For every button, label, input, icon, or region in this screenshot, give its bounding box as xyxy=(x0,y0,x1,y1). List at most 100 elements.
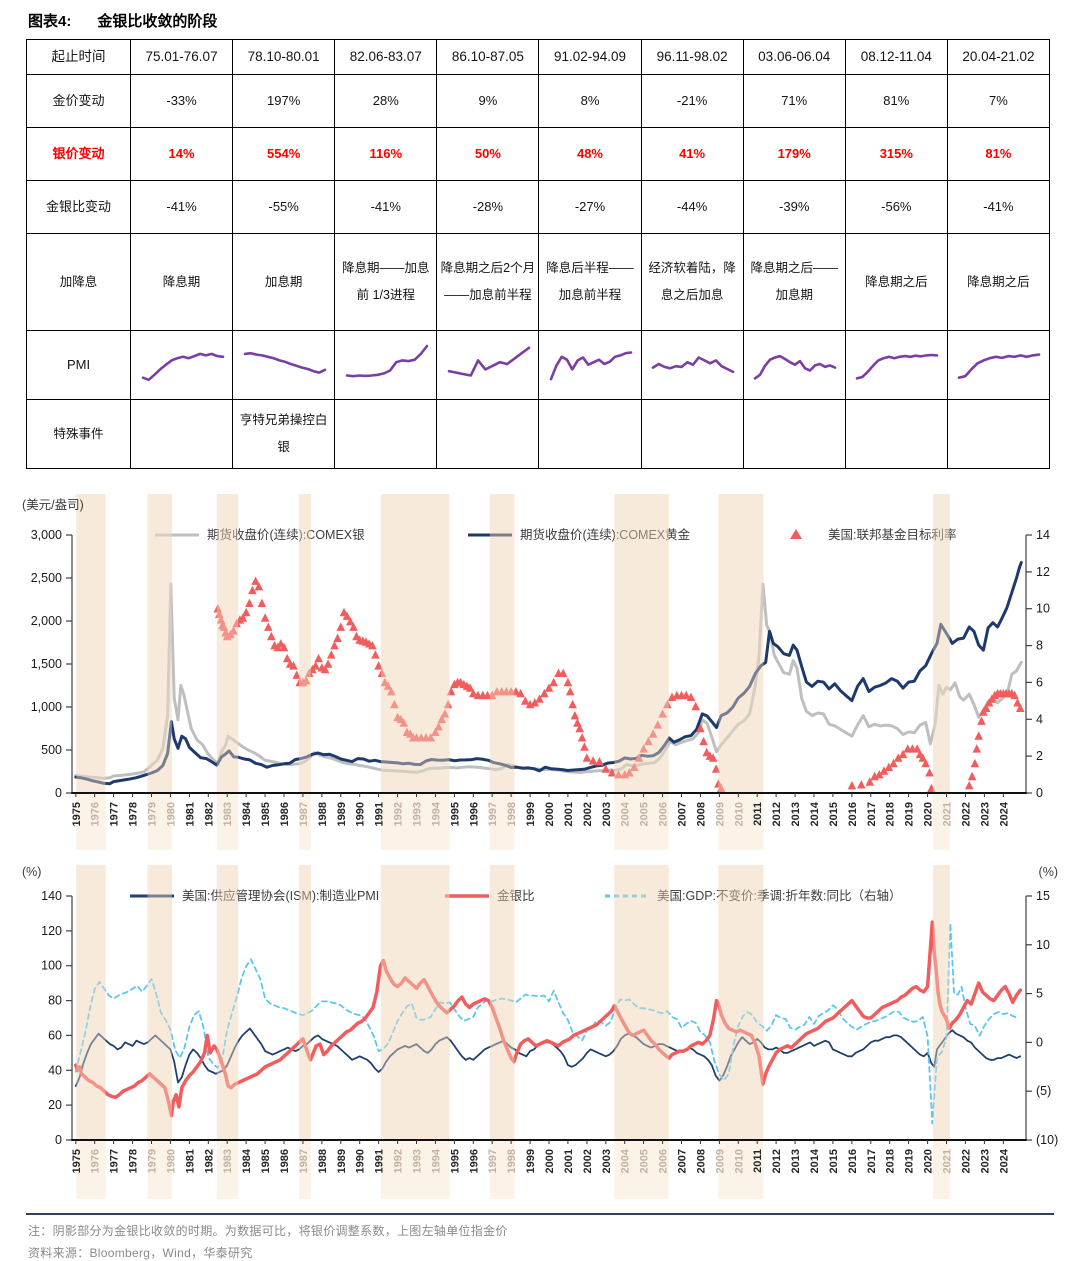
x-axis-year: 2010 xyxy=(733,1149,745,1173)
x-axis-year: 1982 xyxy=(203,802,215,826)
figure-note: 注：阴影部分为金银比收敛的时期。为数据可比，将银价调整系数，上图左轴单位指金价 xyxy=(28,1224,508,1238)
table-cell: -27% xyxy=(538,180,642,234)
x-axis-year: 2020 xyxy=(923,802,935,826)
table-cell: 41% xyxy=(640,127,744,181)
table-cell xyxy=(640,330,744,400)
x-axis-year: 1985 xyxy=(260,802,272,826)
series-comex-gold xyxy=(74,561,1023,786)
table-cell: 降息后半程——加息前半程 xyxy=(538,233,642,331)
x-axis-year: 1976 xyxy=(90,1149,102,1173)
table-cell: -41% xyxy=(129,180,234,234)
x-axis-year: 1979 xyxy=(147,802,159,826)
x-axis-year: 2004 xyxy=(620,801,632,826)
x-axis-year: 1989 xyxy=(336,1149,348,1173)
x-axis-year: 2022 xyxy=(960,1149,972,1173)
legend-label: 金银比 xyxy=(497,888,535,903)
left-axis-tick: 60 xyxy=(48,1028,62,1042)
table-cell: 9% xyxy=(436,74,540,128)
x-axis-year: 2003 xyxy=(601,802,613,826)
table-row: 金价变动 -33% 197% 28% 9% 8% -21% 71% 81% 7% xyxy=(26,74,1051,128)
x-axis-year: 2000 xyxy=(544,802,556,826)
table-cell: 86.10-87.05 xyxy=(436,39,540,75)
legend-label: 期货收盘价(连续):COMEX黄金 xyxy=(520,527,691,542)
x-axis-year: 1981 xyxy=(184,802,196,826)
x-axis-year: 2011 xyxy=(752,802,764,826)
table-cell: -39% xyxy=(742,180,846,234)
row-label: 起止时间 xyxy=(26,39,131,75)
x-axis-year: 2024 xyxy=(998,801,1010,826)
x-axis-year: 2007 xyxy=(677,802,689,826)
x-axis-year: 1999 xyxy=(525,802,537,826)
right-axis-tick: 2 xyxy=(1036,749,1043,763)
x-axis-year: 1996 xyxy=(468,802,480,826)
right-axis-tick: 14 xyxy=(1036,528,1050,542)
left-axis-unit: (美元/盎司) xyxy=(22,498,84,512)
figure-name: 金银比收敛的阶段 xyxy=(97,13,218,30)
right-axis-tick: (10) xyxy=(1036,1133,1058,1147)
table-cell: 50% xyxy=(436,127,540,181)
table-row: 起止时间 75.01-76.07 78.10-80.01 82.06-83.07 86.… xyxy=(26,39,1051,75)
table-cell: 03.06-06.04 xyxy=(742,39,846,75)
table-cell xyxy=(946,399,1051,469)
table-cell xyxy=(538,399,642,469)
x-axis-year: 2008 xyxy=(695,1149,707,1173)
table-cell: 78.10-80.01 xyxy=(232,39,336,75)
left-axis-tick: 100 xyxy=(41,959,62,973)
left-axis-tick: 1,000 xyxy=(31,700,62,714)
x-axis-year: 2014 xyxy=(809,801,821,826)
table-row: 银价变动 14% 554% 116% 50% 48% 41% 179% 315% 81% xyxy=(26,127,1051,181)
right-axis-tick: 10 xyxy=(1036,938,1050,952)
x-axis-year: 1980 xyxy=(165,1149,177,1173)
x-axis-year: 2011 xyxy=(752,1149,764,1173)
x-axis-year: 2010 xyxy=(733,802,745,826)
convergence-table: 起止时间 75.01-76.07 78.10-80.01 82.06-83.07 86.… xyxy=(26,39,1051,469)
right-axis-tick: 15 xyxy=(1036,889,1050,903)
pmi-sparkline xyxy=(958,353,1041,380)
x-axis-year: 2009 xyxy=(714,1149,726,1173)
x-axis-year: 1990 xyxy=(355,1149,367,1173)
x-axis-year: 1975 xyxy=(71,1149,83,1173)
x-axis-year: 1982 xyxy=(203,1149,215,1173)
x-axis-year: 1993 xyxy=(412,802,424,826)
gold-silver-price-chart: 期货收盘价(连续):COMEX银 期货收盘价(连续):COMEX黄金 美国:联邦基金… xyxy=(20,491,1054,860)
left-axis-unit: (%) xyxy=(22,865,41,879)
x-axis-year: 2016 xyxy=(847,1149,859,1173)
x-axis-year: 1995 xyxy=(449,1149,461,1173)
x-axis-year: 2006 xyxy=(658,802,670,826)
table-cell: -56% xyxy=(844,180,948,234)
x-axis-year: 2017 xyxy=(866,1149,878,1173)
table-cell: 96.11-98.02 xyxy=(640,39,744,75)
x-axis-year: 1977 xyxy=(109,1149,121,1173)
left-axis-tick: 20 xyxy=(48,1098,62,1112)
table-cell: 91.02-94.09 xyxy=(538,39,642,75)
x-axis-year: 2002 xyxy=(582,802,594,826)
table-cell xyxy=(844,399,948,469)
legend-label: 期货收盘价(连续):COMEX银 xyxy=(207,527,365,542)
right-axis-tick: (5) xyxy=(1036,1084,1051,1098)
right-axis-tick: 0 xyxy=(1036,786,1043,800)
table-row: 金银比变动 -41% -55% -41% -28% -27% -44% -39% -56% -41… xyxy=(26,180,1051,234)
x-axis-year: 2021 xyxy=(942,1149,954,1173)
table-cell: 降息期之后 xyxy=(844,233,948,331)
legend-label: 美国:GDP:不变价:季调:折年数:同比（右轴） xyxy=(657,888,901,903)
table-row: 特殊事件 亨特兄弟操控白银 xyxy=(26,399,1051,469)
table-row: PMI xyxy=(26,330,1051,400)
row-label: 特殊事件 xyxy=(26,399,131,469)
x-axis-year: 2000 xyxy=(544,1149,556,1173)
table-cell xyxy=(946,330,1051,400)
convergence-band xyxy=(76,865,106,1199)
figure-title: 图表4: 金银比收敛的阶段 xyxy=(28,10,1054,31)
x-axis-year: 1985 xyxy=(260,1149,272,1173)
x-axis-year: 2007 xyxy=(677,1149,689,1173)
x-axis-year: 1991 xyxy=(374,802,386,826)
figure-number: 图表4: xyxy=(28,13,72,30)
pmi-sparkline xyxy=(447,346,531,378)
x-axis-year: 2018 xyxy=(885,1149,897,1173)
table-cell: 28% xyxy=(334,74,438,128)
x-axis-year: 1992 xyxy=(393,802,405,826)
pmi-sparkline xyxy=(549,351,633,381)
right-axis-tick: 0 xyxy=(1036,1035,1043,1049)
x-axis-year: 2018 xyxy=(885,802,897,826)
table-cell: 经济软着陆，降息之后加息 xyxy=(640,233,744,331)
x-axis-year: 1984 xyxy=(241,801,253,826)
